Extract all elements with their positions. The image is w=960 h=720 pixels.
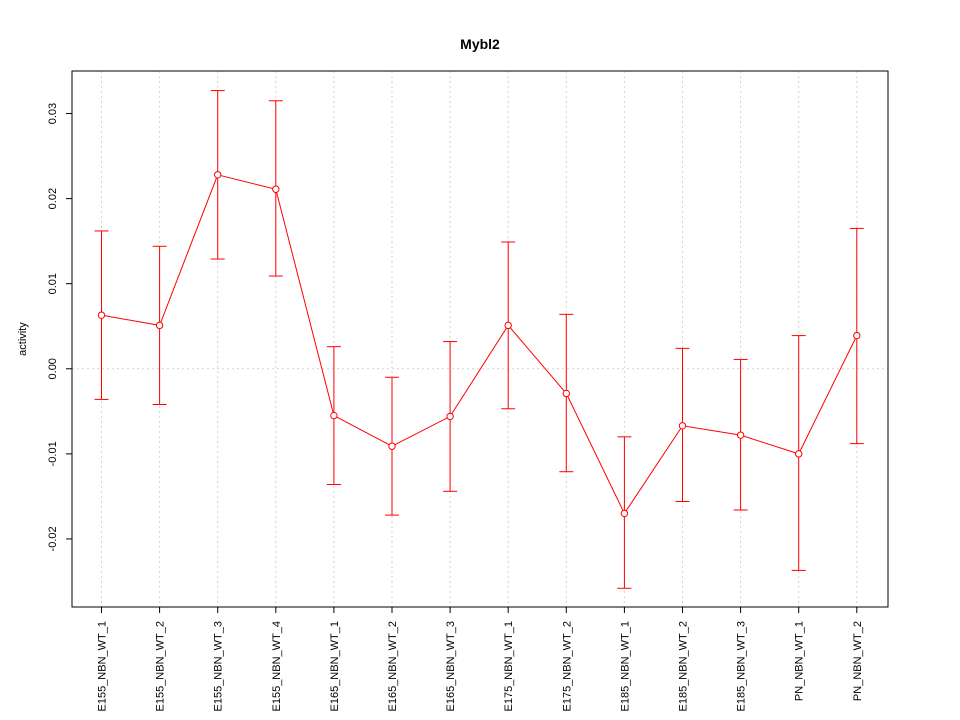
data-point (214, 171, 222, 179)
x-tick-label: E185_NBN_WT_1 (619, 621, 631, 712)
y-axis-label: activity (17, 322, 29, 356)
axes: -0.02 -0.01 0.00 0.01 0.02 0.03 E155_NBN_WT_1 E… (47, 103, 864, 712)
data-point (736, 431, 745, 439)
y-tick-label: 0.02 (47, 188, 59, 209)
grid (72, 71, 888, 607)
x-tick-label: E185_NBN_WT_3 (736, 621, 748, 712)
y-tick-label: 0.03 (47, 103, 59, 124)
x-tick-label: E185_NBN_WT_2 (678, 621, 690, 712)
x-tick-label: E165_NBN_WT_1 (329, 621, 341, 712)
x-tick-label: E155_NBN_WT_2 (155, 621, 167, 712)
data-point (620, 509, 629, 518)
data-point (504, 321, 512, 330)
y-tick-label: -0.01 (47, 441, 59, 466)
data-point (155, 321, 164, 330)
y-tick-label: 0.00 (47, 358, 59, 379)
x-tick-label: E155_NBN_WT_3 (213, 621, 225, 712)
data-point (97, 311, 106, 319)
data-point (446, 412, 454, 421)
x-tick-label: PN_NBN_WT_1 (794, 621, 806, 701)
data-point (678, 422, 687, 430)
x-tick-label: E155_NBN_WT_1 (97, 621, 109, 712)
x-tick-label: E175_NBN_WT_1 (503, 621, 515, 712)
x-tick-label: E165_NBN_WT_2 (387, 621, 399, 712)
y-tick-label: -0.02 (47, 526, 59, 551)
data-point (272, 185, 280, 193)
x-tick-label: E155_NBN_WT_4 (271, 621, 283, 712)
series-line (101, 174, 858, 515)
plot-frame (71, 70, 889, 608)
data-point (795, 450, 803, 458)
data-point (330, 411, 338, 420)
y-tick-label: 0.01 (47, 273, 59, 294)
data-point (562, 389, 570, 398)
x-tick-label: E175_NBN_WT_2 (561, 621, 573, 712)
x-tick-label: PN_NBN_WT_2 (852, 621, 864, 701)
data-series (94, 90, 864, 589)
chart-title: Mybl2 (460, 36, 500, 52)
data-point (388, 442, 396, 450)
x-tick-label: E165_NBN_WT_3 (445, 621, 457, 712)
data-point (853, 331, 861, 340)
